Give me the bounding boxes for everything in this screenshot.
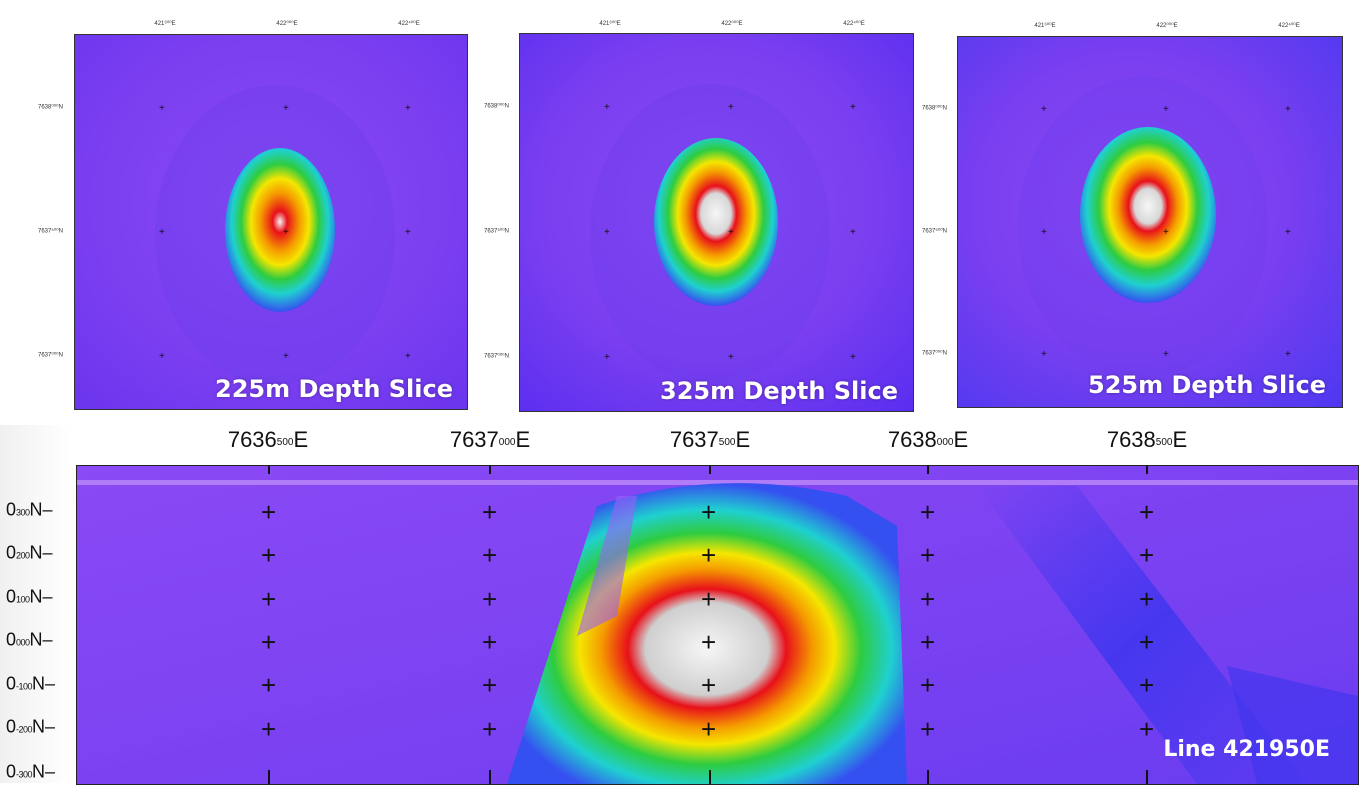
svg-text:+: + <box>1285 227 1291 238</box>
svg-text:+: + <box>159 351 165 362</box>
svg-text:+: + <box>701 584 716 614</box>
depth-slice-325: + + + + + + + + + 325m Depth Slice <box>519 33 914 412</box>
svg-text:+: + <box>920 584 935 614</box>
svg-text:+: + <box>482 670 497 700</box>
svg-text:+: + <box>728 352 734 363</box>
svg-text:+: + <box>1041 349 1047 360</box>
slice-2-top-tick: 422⁰⁰⁰E <box>721 20 742 27</box>
svg-text:+: + <box>482 497 497 527</box>
section-top-tick: 7638500E <box>1107 427 1187 453</box>
svg-text:+: + <box>1163 349 1169 360</box>
slice-title: 225m Depth Slice <box>215 375 453 403</box>
section-left-tick: 0300N– <box>6 500 53 521</box>
slice-3-top-tick: 421⁶⁰⁰E <box>1034 22 1055 29</box>
cross-section: + + + + + + + + + + + + + + + + + + + + + + + + + + + + + + Line… <box>76 465 1359 785</box>
section-top-tick: 7637000E <box>450 427 530 453</box>
section-line-label: Line 421950E <box>1163 737 1330 762</box>
section-left-tick: 0-200N– <box>6 717 55 738</box>
section-left-tick: 0-300N– <box>6 762 55 783</box>
svg-text:+: + <box>1139 627 1154 657</box>
svg-text:+: + <box>1139 540 1154 570</box>
svg-text:+: + <box>261 714 276 744</box>
svg-text:+: + <box>728 227 734 238</box>
svg-text:+: + <box>920 540 935 570</box>
slice-1-left-tick: 7638⁰⁰⁰N <box>38 104 63 111</box>
svg-text:+: + <box>850 227 856 238</box>
depth-slice-225: + + + + + + + + + 225m Depth Slice <box>74 34 468 410</box>
svg-text:+: + <box>604 352 610 363</box>
svg-text:+: + <box>604 227 610 238</box>
section-top-tick: 7638000E <box>888 427 968 453</box>
svg-text:+: + <box>701 670 716 700</box>
slice-1-top-tick: 421⁶⁰⁰E <box>154 20 175 27</box>
slice-1-top-tick: 422⁴⁰⁰E <box>398 20 419 27</box>
svg-text:+: + <box>1041 227 1047 238</box>
svg-text:+: + <box>1139 670 1154 700</box>
svg-text:+: + <box>1041 104 1047 115</box>
svg-text:+: + <box>261 627 276 657</box>
slice-1-left-tick: 7637⁵⁰⁰N <box>38 228 63 235</box>
svg-text:+: + <box>482 540 497 570</box>
svg-text:+: + <box>1163 227 1169 238</box>
svg-text:+: + <box>482 714 497 744</box>
svg-text:+: + <box>1139 497 1154 527</box>
slice-3-left-tick: 7637⁵⁰⁰N <box>922 228 947 235</box>
svg-text:+: + <box>405 227 411 238</box>
svg-text:+: + <box>405 351 411 362</box>
svg-text:+: + <box>482 584 497 614</box>
depth-slice-325-image: + + + + + + + + + <box>520 34 913 411</box>
svg-text:+: + <box>159 227 165 238</box>
svg-text:+: + <box>159 103 165 114</box>
svg-text:+: + <box>283 227 289 238</box>
svg-text:+: + <box>1139 714 1154 744</box>
svg-text:+: + <box>1285 349 1291 360</box>
slice-3-top-tick: 422⁰⁰⁰E <box>1156 22 1177 29</box>
section-top-tick: 7636500E <box>228 427 308 453</box>
depth-slice-525: + + + + + + + + + 525m Depth Slice <box>957 36 1343 408</box>
svg-text:+: + <box>283 351 289 362</box>
slice-2-top-tick: 422⁴⁰⁰E <box>843 20 864 27</box>
svg-text:+: + <box>850 352 856 363</box>
section-left-tick: 0100N– <box>6 587 53 608</box>
slice-2-left-tick: 7638⁰⁰⁰N <box>484 103 509 110</box>
slice-2-left-tick: 7637⁵⁰⁰N <box>484 228 509 235</box>
svg-text:+: + <box>920 670 935 700</box>
svg-text:+: + <box>261 670 276 700</box>
svg-text:+: + <box>283 103 289 114</box>
section-left-tick: 0000N– <box>6 630 53 651</box>
depth-slice-525-image: + + + + + + + + + <box>958 37 1342 407</box>
svg-text:+: + <box>405 103 411 114</box>
slice-2-top-tick: 421⁶⁰⁰E <box>599 20 620 27</box>
section-left-tick: 0-100N– <box>6 674 55 695</box>
slice-title: 525m Depth Slice <box>1088 371 1326 399</box>
svg-text:+: + <box>701 497 716 527</box>
svg-text:+: + <box>850 102 856 113</box>
depth-slice-225-image: + + + + + + + + + <box>75 35 467 409</box>
slice-3-top-tick: 422⁴⁰⁰E <box>1278 22 1299 29</box>
slice-2-left-tick: 7637⁰⁰⁰N <box>484 353 509 360</box>
svg-text:+: + <box>1163 104 1169 115</box>
slice-title: 325m Depth Slice <box>660 377 898 405</box>
slice-3-left-tick: 7637⁰⁰⁰N <box>922 350 947 357</box>
svg-text:+: + <box>920 714 935 744</box>
svg-text:+: + <box>920 627 935 657</box>
svg-text:+: + <box>604 102 610 113</box>
svg-text:+: + <box>1139 584 1154 614</box>
svg-text:+: + <box>261 584 276 614</box>
slice-3-left-tick: 7638⁰⁰⁰N <box>922 105 947 112</box>
svg-text:+: + <box>261 540 276 570</box>
slice-1-top-tick: 422⁰⁰⁰E <box>276 20 297 27</box>
section-top-tick: 7637500E <box>670 427 750 453</box>
svg-text:+: + <box>482 627 497 657</box>
svg-text:+: + <box>1285 104 1291 115</box>
svg-text:+: + <box>701 714 716 744</box>
svg-text:+: + <box>701 627 716 657</box>
svg-text:+: + <box>701 540 716 570</box>
section-left-tick: 0200N– <box>6 543 53 564</box>
svg-text:+: + <box>728 102 734 113</box>
svg-text:+: + <box>920 497 935 527</box>
svg-text:+: + <box>261 497 276 527</box>
slice-1-left-tick: 7637⁰⁰⁰N <box>38 352 63 359</box>
